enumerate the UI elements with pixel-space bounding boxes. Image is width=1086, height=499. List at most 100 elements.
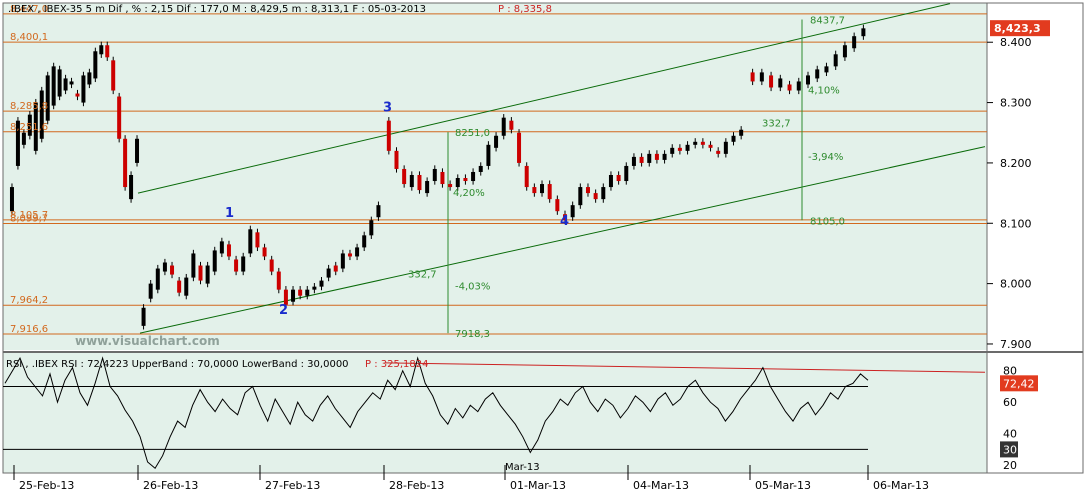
price-tick-label: 8.400 — [1000, 36, 1032, 49]
level-label: 8,447,0 — [10, 4, 48, 15]
candle-body — [750, 72, 755, 82]
candle-body — [162, 262, 167, 272]
day-label: 25-Feb-13 — [19, 479, 74, 492]
candle-body — [501, 117, 506, 136]
candle-body — [105, 45, 110, 58]
overlay-lines — [2, 2, 1084, 474]
candle-body — [852, 36, 857, 49]
candle-body — [369, 220, 374, 236]
rsi-tick-label: 40 — [1003, 428, 1017, 441]
price-axis-background — [988, 3, 1083, 473]
candle-body — [362, 235, 367, 248]
price-tick-label: 8.100 — [1000, 217, 1032, 230]
candle-body — [326, 268, 331, 278]
day-label: 27-Feb-13 — [265, 479, 320, 492]
candle-body — [540, 184, 545, 194]
candle-body — [616, 174, 621, 182]
wave-label: 2 — [279, 303, 288, 318]
candle-body — [440, 171, 445, 185]
candle-body — [141, 307, 146, 326]
candle-body — [27, 114, 32, 136]
candle-body — [563, 214, 567, 221]
candle-body — [662, 153, 667, 160]
candle-body — [269, 259, 274, 272]
candle-body — [578, 187, 583, 206]
candle-body — [123, 138, 128, 188]
candle-body — [455, 178, 460, 188]
day-label: 04-Mar-13 — [633, 479, 689, 492]
candle-body — [184, 277, 189, 296]
candle-body — [739, 129, 744, 136]
candle-body — [57, 69, 62, 97]
price-tick-label: 8.300 — [1000, 97, 1032, 110]
candle-body — [198, 265, 203, 281]
candle-body — [806, 75, 810, 85]
candle-body — [716, 150, 721, 154]
candle-body — [155, 268, 160, 290]
candle-body — [241, 256, 246, 272]
candle-body — [463, 178, 468, 182]
candle-body — [631, 156, 636, 166]
candle-body — [262, 247, 267, 257]
candle-body — [386, 120, 391, 151]
candle-body — [376, 205, 381, 218]
rsi-tick-label: 80 — [1003, 365, 1017, 378]
price-tick-label: 8.000 — [1000, 278, 1032, 291]
level-label: 8,099,7 — [10, 213, 48, 224]
candle-body — [312, 286, 317, 290]
level-label: 8,400,1 — [10, 32, 48, 43]
candle-body — [624, 165, 629, 182]
candle-body — [33, 102, 38, 151]
last-price-label: 8,423,3 — [994, 22, 1041, 35]
candle-body — [45, 75, 50, 121]
candle-body — [478, 165, 483, 172]
candle-body — [769, 75, 774, 88]
candle-body — [9, 187, 14, 212]
candle-body — [532, 187, 537, 194]
candle-body — [833, 54, 838, 67]
candle-body — [340, 253, 345, 269]
candle-body — [276, 271, 281, 290]
header-text: .IBEX , IBEX-35 5 m Dif , % : 2,15 Dif :… — [8, 4, 426, 15]
measurement-label: 8437,7 — [810, 15, 845, 26]
candle-body — [69, 81, 74, 85]
candle-body — [291, 289, 296, 302]
candle-body — [570, 205, 575, 218]
candle-body — [333, 265, 338, 272]
candle-body — [647, 153, 652, 163]
candle-body — [219, 241, 224, 254]
candle-body — [486, 144, 491, 166]
measurement-label: -4,03% — [455, 282, 490, 293]
candle-body — [815, 69, 820, 79]
wave-label: 3 — [383, 101, 392, 116]
candle-body — [117, 96, 122, 139]
candle-body — [723, 141, 728, 154]
candle-body — [601, 187, 606, 200]
candle-body — [494, 135, 499, 148]
rsi-value-box — [1000, 375, 1038, 392]
candle-body — [842, 45, 847, 58]
candle-body — [708, 144, 713, 148]
rsi-band-box — [1000, 441, 1018, 458]
candlestick-series — [9, 24, 866, 330]
rsi-panel-background — [3, 353, 987, 473]
measurement-label: 4,10% — [808, 86, 840, 97]
candle-body — [15, 120, 20, 166]
candle-body — [298, 289, 303, 296]
channel-lower-line — [139, 146, 986, 334]
candle-body — [796, 81, 801, 91]
day-label: 26-Feb-13 — [143, 479, 198, 492]
candle-body — [99, 45, 104, 55]
wave-label: 1 — [225, 206, 234, 221]
rsi-band-label: 30 — [1003, 443, 1017, 456]
candle-body — [700, 141, 705, 145]
measurement-label: 332,7 — [762, 119, 791, 130]
day-label: 05-Mar-13 — [755, 479, 811, 492]
candle-body — [731, 135, 736, 142]
rsi-p-label: P : 325,1824 — [365, 359, 428, 370]
candle-body — [135, 138, 140, 163]
candle-body — [319, 280, 324, 287]
candle-body — [759, 72, 764, 82]
